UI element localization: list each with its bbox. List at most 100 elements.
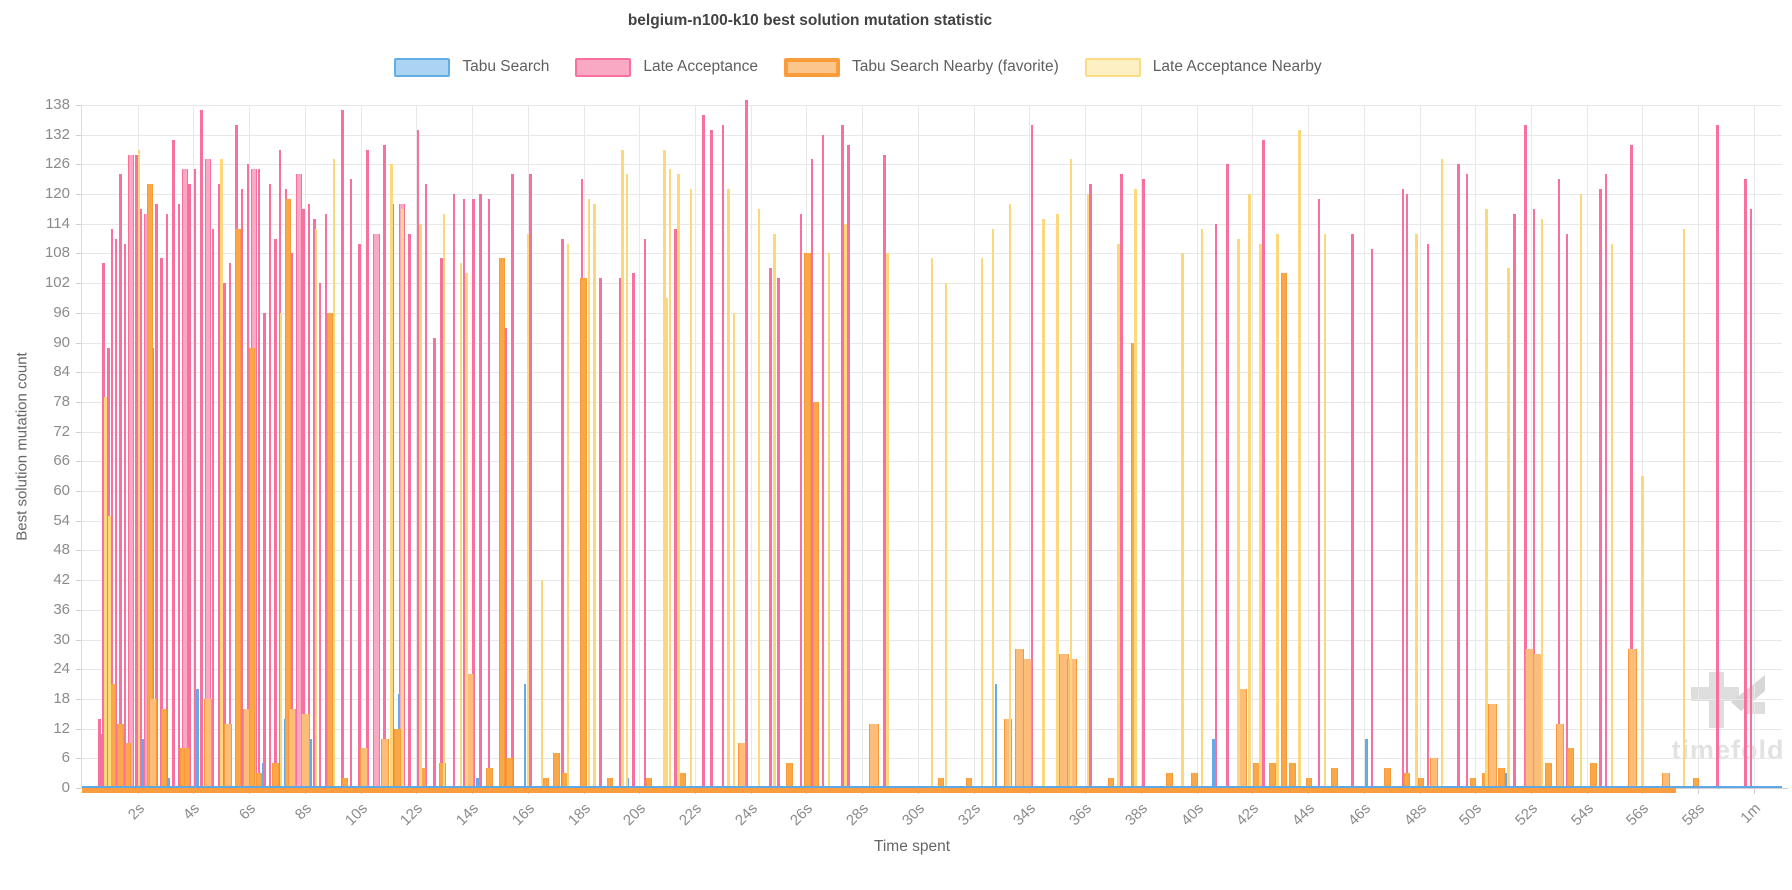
bar-late-acceptance [472,199,475,788]
bar-tabu-search-nearby-favorite [223,723,232,788]
bar-late-acceptance-nearby [1323,233,1327,788]
bar-late-acceptance [172,139,175,788]
y-tick-mark [76,550,81,552]
y-tick-mark [76,758,81,760]
y-tick-mark [76,401,81,403]
bar-tabu-search-nearby-favorite [1567,748,1575,788]
bar-late-acceptance [821,134,825,788]
h-gridline [82,253,1782,255]
bar-late-acceptance-nearby [108,515,111,788]
y-tick-label: 102 [44,274,70,292]
y-tick-label: 72 [53,422,70,440]
bar-late-acceptance-nearby [1440,159,1444,788]
bar-tabu-search-nearby-favorite [542,778,549,788]
bar-late-acceptance [98,718,101,788]
bar-late-acceptance-nearby [1200,228,1204,788]
bar-tabu-search [1212,738,1215,788]
legend-item-tabu-search[interactable]: Tabu Search [394,57,549,77]
bar-tabu-search [167,778,170,788]
bar-tabu-search-nearby-favorite [606,778,613,788]
bar-late-acceptance [1565,233,1569,788]
y-tick-mark [76,312,81,314]
bar-late-acceptance [313,218,316,788]
bar-tabu-search-nearby-favorite [1288,763,1296,788]
bar-late-acceptance [135,154,138,788]
bar-late-acceptance [127,154,134,788]
bar-tabu-search-nearby-favorite [1306,778,1313,788]
bar-late-acceptance [211,228,215,788]
bar-late-acceptance [290,253,293,788]
bar-tabu-search-nearby-favorite [505,758,513,788]
tabu-search-nearby-baseline [82,788,1676,793]
bar-late-acceptance [721,124,725,788]
y-tick-label: 84 [53,363,70,381]
bar-tabu-search-nearby-favorite [1191,773,1199,788]
bar-tabu-search-nearby-favorite [1545,763,1553,788]
bar-late-acceptance [452,194,456,788]
bar-late-acceptance-nearby [625,174,628,788]
legend-swatch-icon [784,57,840,77]
bar-late-acceptance-nearby [827,253,831,788]
bar-late-acceptance-nearby [566,243,570,788]
bar-tabu-search-nearby-favorite [1661,773,1670,788]
legend-item-late-acceptance-nearby[interactable]: Late Acceptance Nearby [1084,57,1322,77]
bar-tabu-search-nearby-favorite [938,778,945,788]
bar-late-acceptance-nearby [677,174,680,788]
bar-tabu-search-nearby-favorite [248,347,255,788]
bar-late-acceptance [1317,199,1321,788]
bar-tabu-search-nearby-favorite [301,713,311,788]
bar-late-acceptance-nearby [757,208,761,788]
y-tick-label: 6 [61,749,70,767]
bar-late-acceptance [366,149,369,788]
legend-label: Late Acceptance [643,58,758,75]
timefold-logo-icon [1691,672,1765,728]
h-gridline [82,105,1782,106]
bar-tabu-search-nearby-favorite [326,312,333,788]
v-gridline [862,105,864,788]
bar-late-acceptance-nearby [689,189,693,788]
y-tick-mark [76,639,81,641]
bar-late-acceptance [246,164,250,788]
bar-late-acceptance-nearby [663,149,666,788]
legend-swatch-icon [394,57,451,77]
y-tick-label: 132 [44,125,70,143]
bar-tabu-search-nearby-favorite [146,184,153,788]
bar-late-acceptance-nearby [332,159,336,788]
y-tick-label: 42 [53,571,70,589]
bar-late-acceptance-nearby [1008,204,1012,788]
v-gridline [1586,105,1588,788]
bar-late-acceptance [1524,124,1527,788]
bar-late-acceptance-nearby [732,312,736,788]
bar-late-acceptance [433,337,436,788]
v-gridline [304,105,306,788]
bar-late-acceptance-nearby [1298,129,1301,788]
y-tick-mark [76,669,81,671]
bar-late-acceptance [139,208,143,788]
legend-item-tabu-search-nearby-favorite[interactable]: Tabu Search Nearby (favorite) [784,57,1059,77]
bar-late-acceptance [324,213,328,788]
bar-late-acceptance-nearby [587,199,591,788]
y-axis-title: Best solution mutation count [13,352,31,541]
bar-late-acceptance [165,213,169,788]
h-gridline [82,164,1782,166]
bar-tabu-search-nearby-favorite [1470,778,1477,788]
bar-late-acceptance [1457,164,1460,788]
bar-late-acceptance [228,263,232,788]
legend-item-late-acceptance[interactable]: Late Acceptance [575,57,758,77]
bar-tabu-search-nearby-favorite [966,778,973,788]
v-gridline [750,105,752,788]
v-gridline [1419,105,1421,788]
bar-late-acceptance [1557,179,1561,788]
y-tick-mark [76,431,81,433]
bar-tabu-search-nearby-favorite [394,728,402,788]
bar-tabu-search [994,684,998,788]
bar-tabu-search-nearby-favorite [499,258,506,788]
bar-late-acceptance-nearby [220,159,223,788]
y-tick-mark [76,105,81,106]
bar-late-acceptance [1214,223,1218,788]
bar-late-acceptance [278,149,282,788]
bar-tabu-search [196,689,199,788]
bar-tabu-search-nearby-favorite [255,773,262,788]
tabu-search-baseline [82,786,1782,788]
